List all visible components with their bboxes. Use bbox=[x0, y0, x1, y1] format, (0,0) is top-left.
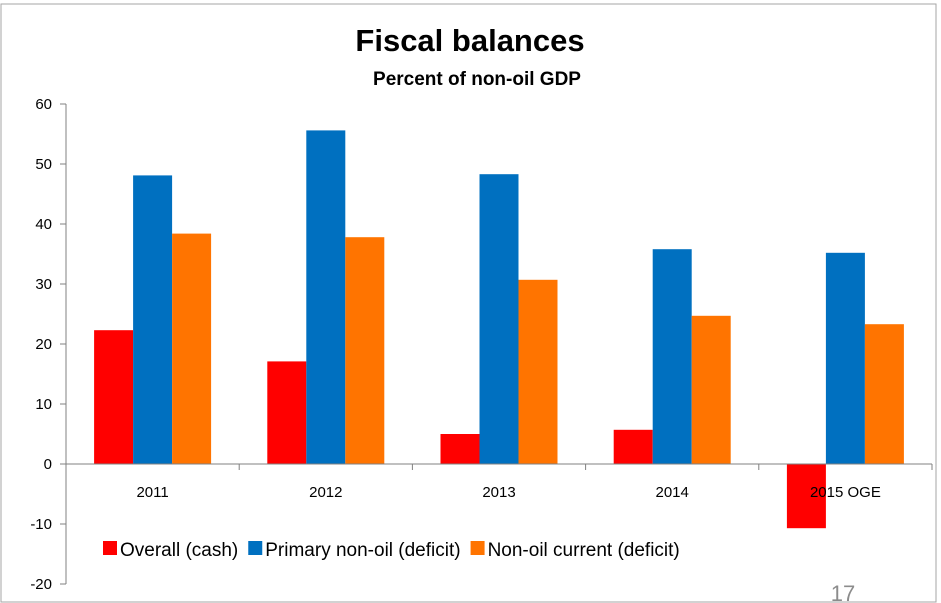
category-label: 2014 bbox=[656, 484, 689, 501]
y-tick-label: -20 bbox=[30, 576, 52, 593]
page-number: 17 bbox=[831, 581, 855, 603]
legend-swatch bbox=[103, 541, 117, 555]
bar-2011-series-1 bbox=[94, 330, 134, 464]
category-labels: 2011 2012 2013 2014 2015 OGE bbox=[136, 484, 880, 501]
y-tick-label: 0 bbox=[44, 456, 52, 473]
bars bbox=[94, 130, 904, 529]
bar-2015-oge-series-2 bbox=[825, 252, 865, 464]
bar-2014-series-3 bbox=[691, 315, 731, 464]
legend-swatch bbox=[248, 541, 263, 555]
chart-subtitle: Percent of non-oil GDP bbox=[373, 69, 581, 90]
category-label: 2012 bbox=[309, 484, 342, 501]
bar-2013-series-1 bbox=[440, 434, 480, 464]
bar-2013-series-2 bbox=[479, 174, 519, 464]
y-tick-label: 10 bbox=[35, 396, 52, 413]
legend: Overall (cash) Primary non-oil (deficit) N… bbox=[103, 540, 680, 561]
chart-title: Fiscal balances bbox=[355, 23, 584, 58]
legend-entry: Overall (cash) bbox=[120, 540, 238, 561]
bar-2012-series-3 bbox=[345, 237, 385, 464]
category-label: 2015 OGE bbox=[810, 484, 881, 501]
legend-entry: Non-oil current (deficit) bbox=[488, 540, 680, 561]
y-tick-label: -10 bbox=[30, 516, 52, 533]
category-label: 2013 bbox=[482, 484, 515, 501]
bar-2014-series-2 bbox=[652, 249, 692, 464]
y-tick-label: 40 bbox=[35, 216, 52, 233]
bar-2015-oge-series-3 bbox=[864, 324, 904, 464]
bar-2012-series-2 bbox=[306, 130, 346, 464]
bar-2011-series-2 bbox=[133, 175, 173, 464]
bar-2012-series-1 bbox=[267, 361, 307, 464]
legend-swatch bbox=[470, 541, 485, 555]
y-tick-label: 20 bbox=[35, 336, 52, 353]
bar-2015-oge-series-1 bbox=[786, 464, 826, 529]
bar-2014-series-1 bbox=[613, 429, 653, 464]
bar-2013-series-3 bbox=[518, 279, 558, 464]
legend-entry: Primary non-oil (deficit) bbox=[265, 540, 460, 561]
y-tick-label: 60 bbox=[35, 96, 52, 113]
y-tick-label: 30 bbox=[35, 276, 52, 293]
axes bbox=[60, 103, 933, 585]
category-label: 2011 bbox=[136, 484, 168, 501]
y-axis-labels: -20 -10 0 10 20 30 40 50 60 bbox=[30, 96, 52, 593]
y-tick-label: 50 bbox=[35, 156, 52, 173]
bar-2011-series-3 bbox=[172, 233, 212, 464]
